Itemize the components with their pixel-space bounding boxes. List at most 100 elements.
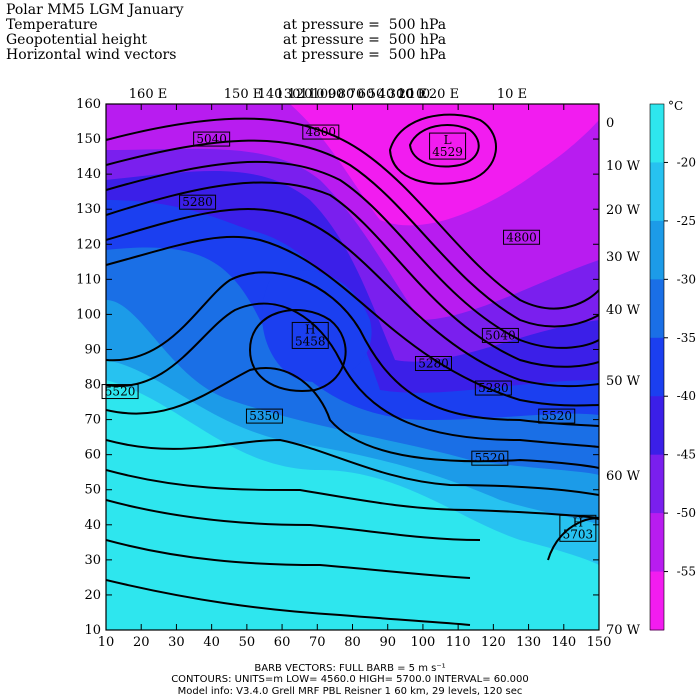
x-tick-label: 130 bbox=[516, 635, 541, 650]
top-lon-label: 70 bbox=[348, 87, 365, 102]
contour-label-text: 5703 bbox=[563, 527, 594, 541]
y-tick-label: 140 bbox=[76, 167, 101, 182]
top-lon-label: 20 E bbox=[429, 87, 459, 102]
contour-label: 5520 bbox=[471, 450, 509, 466]
y-tick-label: 70 bbox=[84, 413, 101, 428]
x-tick-label: 50 bbox=[239, 635, 256, 650]
y-tick-label: 130 bbox=[76, 202, 101, 217]
temperature-colorbar: -20 -25 -30 -35 -40 -45 -50 -55 bbox=[649, 103, 696, 631]
height-contours bbox=[106, 113, 599, 626]
top-lon-label: 90 bbox=[328, 87, 345, 102]
top-lon-label: 110 bbox=[300, 87, 325, 102]
colorbar-label: -20 bbox=[677, 155, 696, 169]
colorbar-segment bbox=[650, 513, 664, 573]
contour-label: 5520 bbox=[101, 384, 139, 400]
contour-label-text: H bbox=[305, 322, 315, 336]
right-lon-label: 40 W bbox=[606, 303, 641, 318]
x-tick-label: 30 bbox=[168, 635, 185, 650]
colorbar-segment bbox=[650, 454, 664, 514]
top-lon-label: 10 bbox=[408, 87, 425, 102]
y-axis-ticks: 10 20 30 40 50 60 70 80 90 100 110 120 130 140 150 160 bbox=[76, 97, 599, 638]
x-axis-ticks: 10 20 30 40 50 60 70 80 90 100 110 120 130 140 150 bbox=[98, 104, 612, 650]
contour-label-text: 5280 bbox=[182, 195, 213, 209]
right-lon-label: 70 W bbox=[606, 623, 641, 638]
top-lon-label: 20 bbox=[398, 87, 415, 102]
x-tick-label: 120 bbox=[481, 635, 506, 650]
colorbar-label: -40 bbox=[677, 389, 696, 403]
contour-label: 4800 bbox=[503, 229, 541, 245]
temperature-field bbox=[106, 104, 599, 630]
y-tick-label: 80 bbox=[84, 378, 101, 393]
contour-label-text: 4800 bbox=[306, 125, 337, 139]
colorbar-segment bbox=[650, 104, 664, 163]
x-tick-label: 60 bbox=[274, 635, 291, 650]
y-tick-label: 110 bbox=[76, 272, 101, 287]
field-level-temperature: at pressure = 500 hPa bbox=[283, 17, 447, 33]
y-tick-label: 150 bbox=[76, 132, 101, 147]
contour-label-text: 5520 bbox=[475, 451, 506, 465]
y-tick-label: 60 bbox=[84, 448, 101, 463]
footer-model-info: Model info: V3.4.0 Grell MRF PBL Reisner… bbox=[177, 686, 523, 697]
x-tick-label: 110 bbox=[446, 635, 471, 650]
contour-label-text: 5520 bbox=[541, 409, 572, 423]
top-lon-label: 0 bbox=[422, 87, 430, 102]
top-lon-label: 150 E bbox=[224, 87, 262, 102]
x-tick-label: 10 bbox=[98, 635, 115, 650]
y-tick-label: 100 bbox=[76, 307, 101, 322]
right-lon-label: 30 W bbox=[606, 250, 641, 265]
colorbar-segment bbox=[650, 337, 664, 397]
field-name-wind: Horizontal wind vectors bbox=[6, 47, 177, 63]
colorbar-unit: °C bbox=[668, 99, 683, 113]
top-lon-label: 10 E bbox=[397, 87, 427, 102]
x-tick-label: 90 bbox=[379, 635, 396, 650]
y-tick-label: 50 bbox=[84, 483, 101, 498]
top-lon-label: 50 bbox=[368, 87, 385, 102]
x-tick-label: 140 bbox=[551, 635, 576, 650]
top-lon-label: 40 bbox=[378, 87, 395, 102]
contour-label-text: 5350 bbox=[249, 409, 280, 423]
colorbar-label: -35 bbox=[677, 331, 696, 345]
footer-contours: CONTOURS: UNITS=m LOW= 4560.0 HIGH= 5700… bbox=[171, 674, 529, 685]
contour-label-text: 5040 bbox=[196, 132, 227, 146]
contour-label-text: 5040 bbox=[485, 328, 516, 342]
contour-label-text: L bbox=[444, 133, 452, 147]
field-name-temperature: Temperature bbox=[6, 17, 98, 33]
field-level-wind: at pressure = 500 hPa bbox=[283, 47, 447, 63]
contour-label: 5280 bbox=[474, 380, 512, 396]
contour-label-text: 4800 bbox=[506, 230, 537, 244]
x-tick-label: 150 bbox=[587, 635, 612, 650]
contour-label-text: H bbox=[573, 515, 583, 529]
y-tick-label: 20 bbox=[84, 588, 101, 603]
contour-label: 4800 bbox=[302, 124, 340, 140]
colorbar-segment bbox=[650, 220, 664, 280]
contour-label: 5350 bbox=[245, 408, 283, 424]
top-lon-label: 60 bbox=[358, 87, 375, 102]
colorbar-segment bbox=[650, 396, 664, 456]
map-title: Polar MM5 LGM January bbox=[6, 2, 184, 18]
y-tick-label: 30 bbox=[84, 553, 101, 568]
right-lon-label: 10 W bbox=[606, 159, 641, 174]
y-tick-label: 160 bbox=[76, 97, 101, 112]
top-lon-label: 130 bbox=[276, 87, 301, 102]
contour-label-text: 5520 bbox=[105, 385, 136, 399]
top-lon-label: 120 bbox=[288, 87, 313, 102]
contour-label-text: 4529 bbox=[432, 145, 463, 159]
footer-barb-vectors: BARB VECTORS: FULL BARB = 5 m s⁻¹ bbox=[254, 663, 446, 674]
contour-label-text: 5458 bbox=[295, 334, 326, 348]
field-level-geopotential: at pressure = 500 hPa bbox=[283, 32, 447, 48]
field-name-geopotential: Geopotential height bbox=[6, 32, 147, 48]
top-longitude-labels: 160 E 150 E140130120110100908070605040302… bbox=[129, 87, 527, 102]
contour-label: 5520 bbox=[538, 408, 576, 424]
top-lon-label: 140 bbox=[258, 87, 283, 102]
contour-label: 5040 bbox=[193, 131, 231, 147]
y-tick-label: 10 bbox=[84, 623, 101, 638]
right-lon-label: 50 W bbox=[606, 374, 641, 389]
contour-label: 5280 bbox=[179, 194, 217, 210]
colorbar-label: -45 bbox=[677, 448, 696, 462]
right-lon-label: 60 W bbox=[606, 469, 641, 484]
x-tick-label: 40 bbox=[203, 635, 220, 650]
